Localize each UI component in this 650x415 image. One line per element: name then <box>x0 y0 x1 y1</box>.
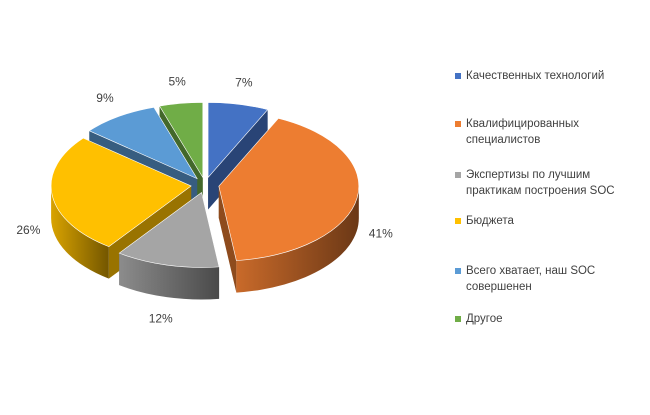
pie-slice-1-side-0 <box>236 186 359 293</box>
data-label-3: 26% <box>16 223 40 237</box>
pie-slice-0-top <box>207 102 269 179</box>
pie-slice-3-top <box>50 137 192 247</box>
legend-item-5: Другое <box>455 311 645 327</box>
legend-label-2: Экспертизы по лучшим практикам построени… <box>466 169 615 197</box>
pie-slice-2-top <box>118 191 220 268</box>
pie-slice-2 <box>118 191 220 300</box>
pie-slice-4-top <box>88 106 198 180</box>
legend-swatch-0 <box>455 73 461 79</box>
pie-slice-1-top <box>218 118 360 261</box>
pie-slice-5-top <box>159 102 204 179</box>
legend-label-3: Бюджета <box>466 215 514 227</box>
pie-slice-1-wall-1 <box>218 186 237 293</box>
legend-swatch-4 <box>455 268 461 274</box>
data-label-2: 12% <box>149 312 173 326</box>
legend-item-2: Экспертизы по лучшим практикам построени… <box>455 167 645 199</box>
legend-item-0: Качественных технологий <box>455 68 645 84</box>
legend-label-0: Качественных технологий <box>466 70 605 82</box>
data-label-4: 9% <box>96 91 114 105</box>
legend-label-5: Другое <box>466 313 503 325</box>
data-label-1: 41% <box>369 226 393 240</box>
legend-item-3: Бюджета <box>455 213 645 229</box>
legend-swatch-1 <box>455 121 461 127</box>
legend-item-4: Всего хватает, наш SOC совершенен <box>455 263 645 295</box>
data-label-5: 5% <box>168 74 186 88</box>
pie-slice-1 <box>218 118 360 293</box>
legend-label-1: Квалифицированных специалистов <box>466 118 579 146</box>
pie-slice-3 <box>50 137 192 279</box>
legend-swatch-5 <box>455 316 461 322</box>
legend-item-1: Квалифицированных специалистов <box>455 116 645 148</box>
pie-slice-2-side-0 <box>119 253 220 300</box>
legend-swatch-2 <box>455 172 461 178</box>
pie-slice-3-side-0 <box>51 185 109 279</box>
legend-swatch-3 <box>455 218 461 224</box>
legend-label-4: Всего хватает, наш SOC совершенен <box>466 265 596 293</box>
data-label-0: 7% <box>235 76 253 90</box>
